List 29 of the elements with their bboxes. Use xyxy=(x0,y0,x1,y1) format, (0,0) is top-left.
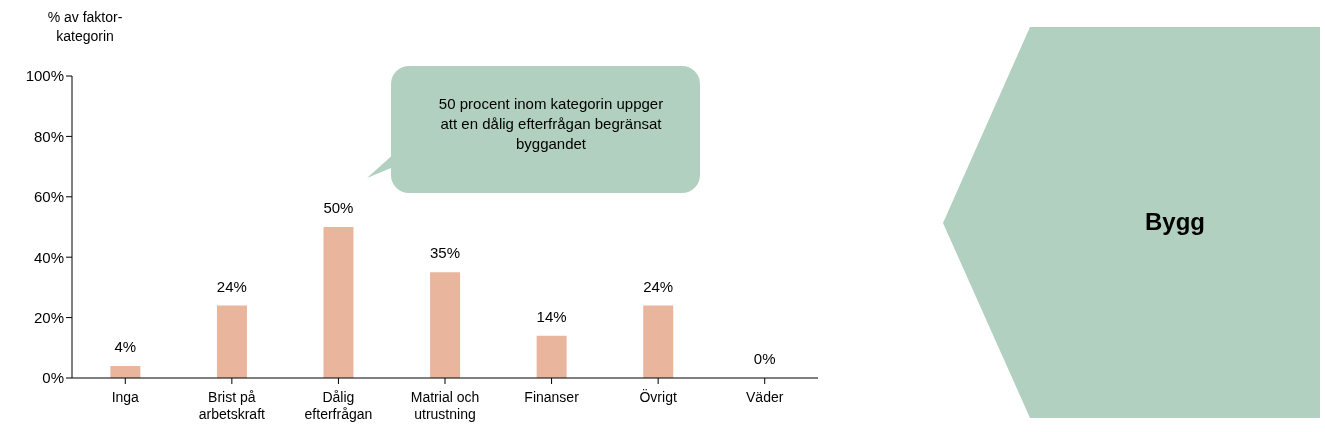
y-tick-label: 100% xyxy=(25,67,64,85)
x-tick-label: Finanser xyxy=(524,389,580,405)
bar xyxy=(643,305,674,378)
x-tick-label: Dålig efterfrågan xyxy=(304,389,373,422)
y-tick-label: 0% xyxy=(42,369,64,387)
x-tick-label: Övrigt xyxy=(639,388,677,405)
y-tick-label: 80% xyxy=(33,127,64,145)
data-label: 4% xyxy=(114,337,137,355)
chevron-shape: Bygg xyxy=(943,27,1321,419)
x-tick-label: Väder xyxy=(746,389,784,405)
bar xyxy=(430,272,461,378)
x-tick-label: Matrial och utrustning xyxy=(410,389,480,422)
x-tick-label: Inga xyxy=(111,389,140,405)
data-label: 14% xyxy=(536,307,567,325)
y-tick-label: 40% xyxy=(33,248,64,266)
data-label: 24% xyxy=(643,277,674,295)
annotation: 50 procent inom kategorin uppger att en dålig efterfrågan begränsat byggandet xyxy=(437,94,665,154)
data-label: 35% xyxy=(429,244,461,262)
data-label: 50% xyxy=(323,199,354,216)
bar xyxy=(216,305,247,378)
y-tick-label: 60% xyxy=(33,188,64,206)
data-label: 24% xyxy=(216,277,247,295)
bar xyxy=(536,335,567,378)
y-tick-label: 20% xyxy=(33,308,64,326)
x-tick-label: Brist på arbetskraft xyxy=(198,389,266,422)
y-axis-title: % av faktor- kategorin xyxy=(46,8,124,46)
data-label: 0% xyxy=(753,350,776,367)
bar xyxy=(110,365,141,378)
bar xyxy=(323,227,354,378)
